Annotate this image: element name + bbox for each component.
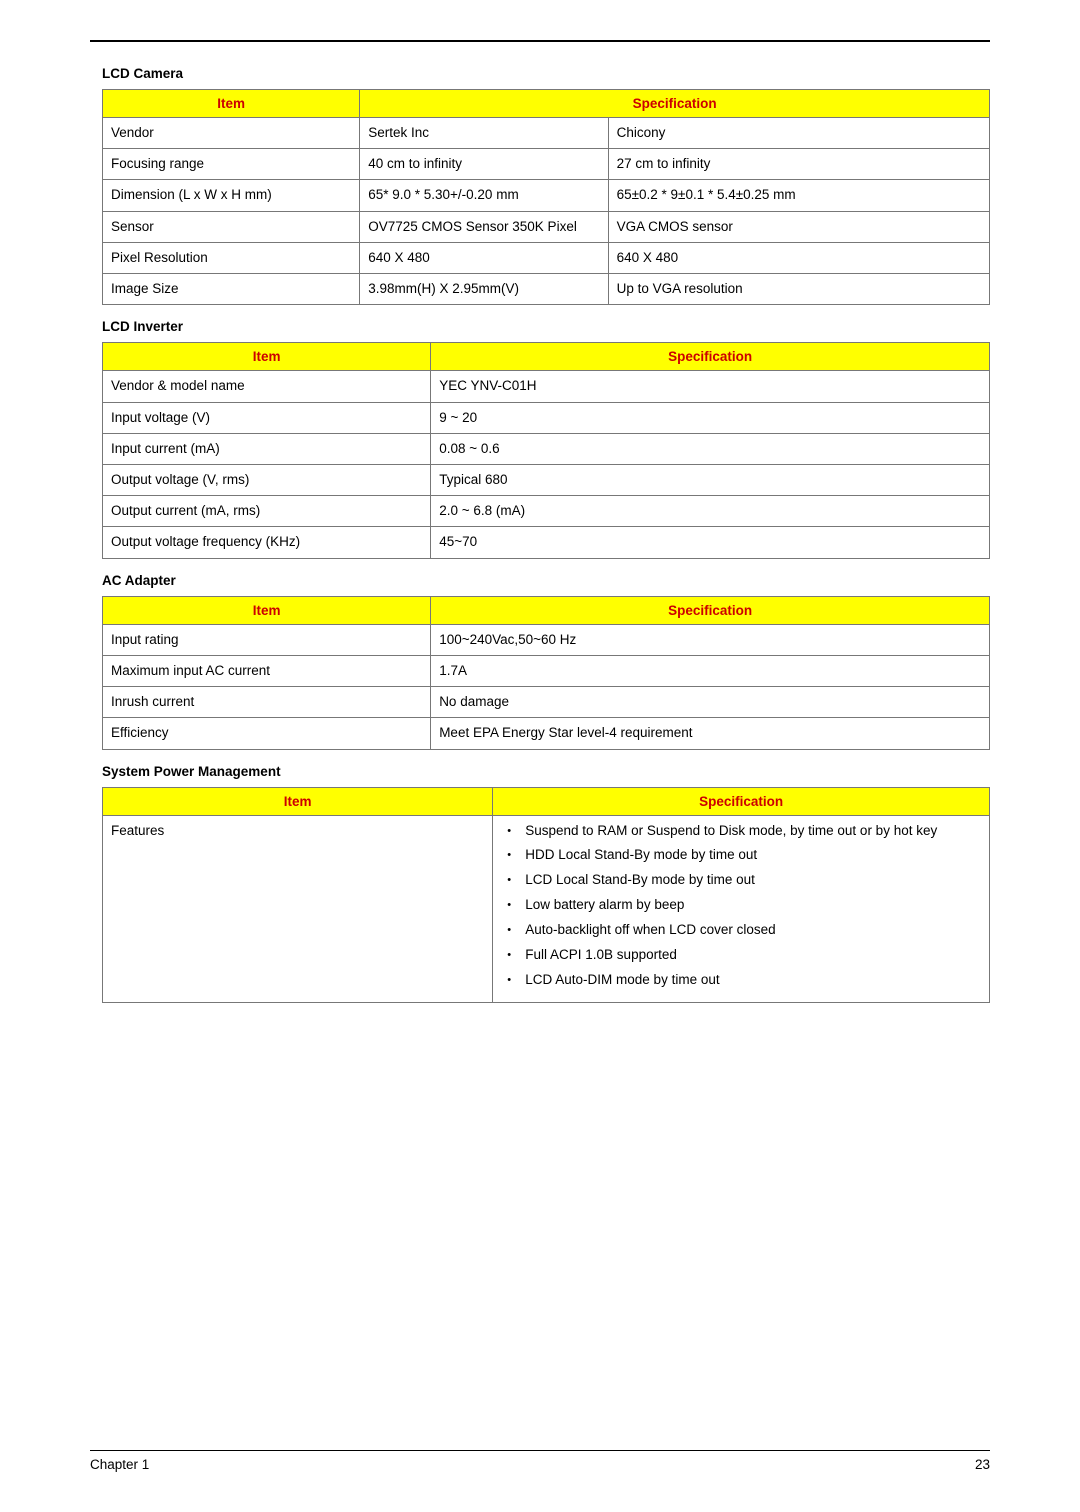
th-spec: Specification [493, 787, 990, 815]
cell-spec: 2.0 ~ 6.8 (mA) [431, 496, 990, 527]
th-item: Item [103, 90, 360, 118]
table-row: Sensor OV7725 CMOS Sensor 350K Pixel VGA… [103, 211, 990, 242]
cell-item: Input rating [103, 624, 431, 655]
cell-item: Input voltage (V) [103, 402, 431, 433]
cell-spec: 40 cm to infinity [360, 149, 608, 180]
cell-item: Output voltage frequency (KHz) [103, 527, 431, 558]
cell-item: Dimension (L x W x H mm) [103, 180, 360, 211]
cell-spec: 0.08 ~ 0.6 [431, 433, 990, 464]
th-item: Item [103, 787, 493, 815]
cell-spec: 27 cm to infinity [608, 149, 989, 180]
cell-item: Output current (mA, rms) [103, 496, 431, 527]
th-spec: Specification [431, 596, 990, 624]
cell-spec: 9 ~ 20 [431, 402, 990, 433]
cell-spec: 3.98mm(H) X 2.95mm(V) [360, 274, 608, 305]
section-title-lcd-camera: LCD Camera [102, 66, 990, 81]
th-item: Item [103, 596, 431, 624]
cell-item: Inrush current [103, 687, 431, 718]
cell-spec: 65±0.2 * 9±0.1 * 5.4±0.25 mm [608, 180, 989, 211]
list-item: LCD Local Stand-By mode by time out [501, 871, 981, 890]
cell-spec: YEC YNV-C01H [431, 371, 990, 402]
cell-spec: 100~240Vac,50~60 Hz [431, 624, 990, 655]
cell-spec: 1.7A [431, 655, 990, 686]
th-spec: Specification [360, 90, 990, 118]
table-row: Features Suspend to RAM or Suspend to Di… [103, 815, 990, 1002]
section-title-ac-adapter: AC Adapter [102, 573, 990, 588]
table-row: Vendor Sertek Inc Chicony [103, 118, 990, 149]
table-ac-adapter: Item Specification Input rating 100~240V… [102, 596, 990, 750]
cell-item: Sensor [103, 211, 360, 242]
cell-item: Vendor [103, 118, 360, 149]
table-row: Output voltage (V, rms) Typical 680 [103, 464, 990, 495]
section-title-lcd-inverter: LCD Inverter [102, 319, 990, 334]
table-row: Input rating 100~240Vac,50~60 Hz [103, 624, 990, 655]
table-row: Efficiency Meet EPA Energy Star level-4 … [103, 718, 990, 749]
table-row: Pixel Resolution 640 X 480 640 X 480 [103, 242, 990, 273]
table-row: Vendor & model name YEC YNV-C01H [103, 371, 990, 402]
table-lcd-inverter: Item Specification Vendor & model name Y… [102, 342, 990, 558]
cell-item: Output voltage (V, rms) [103, 464, 431, 495]
cell-item: Input current (mA) [103, 433, 431, 464]
list-item: Low battery alarm by beep [501, 896, 981, 915]
table-row: Image Size 3.98mm(H) X 2.95mm(V) Up to V… [103, 274, 990, 305]
cell-item: Focusing range [103, 149, 360, 180]
cell-item: Image Size [103, 274, 360, 305]
cell-spec: 640 X 480 [360, 242, 608, 273]
footer-chapter: Chapter 1 [90, 1457, 149, 1472]
table-power-mgmt: Item Specification Features Suspend to R… [102, 787, 990, 1003]
cell-item: Pixel Resolution [103, 242, 360, 273]
list-item: Suspend to RAM or Suspend to Disk mode, … [501, 822, 981, 841]
cell-item: Maximum input AC current [103, 655, 431, 686]
cell-item: Features [103, 815, 493, 1002]
table-row: Inrush current No damage [103, 687, 990, 718]
cell-spec: 45~70 [431, 527, 990, 558]
cell-spec: Meet EPA Energy Star level-4 requirement [431, 718, 990, 749]
table-row: Maximum input AC current 1.7A [103, 655, 990, 686]
table-row: Focusing range 40 cm to infinity 27 cm t… [103, 149, 990, 180]
cell-item: Efficiency [103, 718, 431, 749]
cell-item: Vendor & model name [103, 371, 431, 402]
cell-spec: OV7725 CMOS Sensor 350K Pixel [360, 211, 608, 242]
cell-spec: Sertek Inc [360, 118, 608, 149]
th-item: Item [103, 343, 431, 371]
table-lcd-camera: Item Specification Vendor Sertek Inc Chi… [102, 89, 990, 305]
list-item: LCD Auto-DIM mode by time out [501, 971, 981, 990]
list-item: Auto-backlight off when LCD cover closed [501, 921, 981, 940]
cell-spec: Typical 680 [431, 464, 990, 495]
top-rule [90, 40, 990, 42]
th-spec: Specification [431, 343, 990, 371]
cell-spec: Up to VGA resolution [608, 274, 989, 305]
table-row: Output current (mA, rms) 2.0 ~ 6.8 (mA) [103, 496, 990, 527]
cell-spec: 65* 9.0 * 5.30+/-0.20 mm [360, 180, 608, 211]
table-row: Dimension (L x W x H mm) 65* 9.0 * 5.30+… [103, 180, 990, 211]
list-item: HDD Local Stand-By mode by time out [501, 846, 981, 865]
table-row: Output voltage frequency (KHz) 45~70 [103, 527, 990, 558]
cell-spec: Suspend to RAM or Suspend to Disk mode, … [493, 815, 990, 1002]
footer-page-number: 23 [975, 1457, 990, 1472]
table-row: Input current (mA) 0.08 ~ 0.6 [103, 433, 990, 464]
cell-spec: Chicony [608, 118, 989, 149]
cell-spec: 640 X 480 [608, 242, 989, 273]
page-footer: Chapter 1 23 [90, 1450, 990, 1472]
list-item: Full ACPI 1.0B supported [501, 946, 981, 965]
section-title-power-mgmt: System Power Management [102, 764, 990, 779]
cell-spec: No damage [431, 687, 990, 718]
feature-list: Suspend to RAM or Suspend to Disk mode, … [501, 822, 981, 990]
table-row: Input voltage (V) 9 ~ 20 [103, 402, 990, 433]
cell-spec: VGA CMOS sensor [608, 211, 989, 242]
